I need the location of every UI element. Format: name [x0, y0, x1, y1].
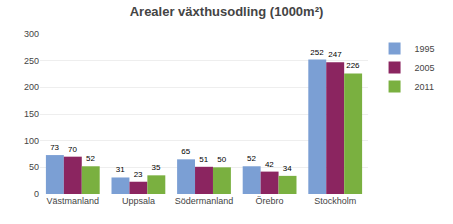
- svg-text:65: 65: [181, 147, 190, 156]
- svg-text:Örebro: Örebro: [256, 196, 284, 206]
- svg-text:1995: 1995: [415, 44, 435, 54]
- svg-text:2005: 2005: [415, 63, 435, 73]
- svg-text:35: 35: [152, 163, 161, 172]
- svg-text:Södermanland: Södermanland: [175, 196, 234, 206]
- svg-text:50: 50: [29, 162, 39, 172]
- svg-text:34: 34: [283, 164, 292, 173]
- svg-text:250: 250: [24, 56, 39, 66]
- svg-text:252: 252: [310, 48, 324, 57]
- svg-text:2011: 2011: [415, 82, 434, 92]
- svg-text:0: 0: [34, 189, 39, 199]
- svg-text:51: 51: [199, 155, 208, 164]
- svg-text:70: 70: [68, 145, 77, 154]
- svg-text:150: 150: [24, 109, 39, 119]
- svg-text:52: 52: [86, 154, 95, 163]
- svg-text:Uppsala: Uppsala: [122, 196, 155, 206]
- svg-text:300: 300: [24, 29, 39, 39]
- svg-text:247: 247: [328, 50, 342, 59]
- svg-text:Västmanland: Västmanland: [47, 196, 100, 206]
- svg-text:Arealer växthusodling (1000m²): Arealer växthusodling (1000m²): [130, 4, 324, 19]
- svg-text:226: 226: [346, 61, 360, 70]
- svg-text:Stockholm: Stockholm: [314, 196, 356, 206]
- svg-text:73: 73: [50, 143, 59, 152]
- svg-text:31: 31: [116, 165, 125, 174]
- svg-text:23: 23: [134, 170, 143, 179]
- svg-text:100: 100: [24, 136, 39, 146]
- svg-text:50: 50: [217, 155, 226, 164]
- svg-text:52: 52: [247, 154, 256, 163]
- svg-text:42: 42: [265, 160, 274, 169]
- svg-text:200: 200: [24, 82, 39, 92]
